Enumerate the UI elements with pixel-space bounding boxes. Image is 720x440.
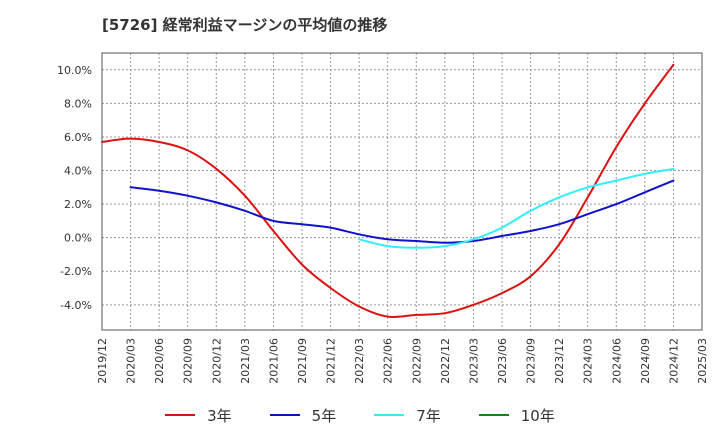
y-tick-label: -4.0%: [60, 299, 92, 312]
series-line-1: [129, 179, 675, 244]
y-tick-label: 4.0%: [64, 165, 92, 178]
y-tick-label: -2.0%: [60, 265, 92, 278]
x-tick-label: 2023/06: [496, 338, 509, 384]
legend-label-10y: 10年: [520, 406, 555, 425]
legend-label-5y: 5年: [311, 406, 337, 425]
x-tick-label: 2023/09: [525, 338, 538, 384]
x-tick-label: 2022/09: [410, 338, 423, 384]
legend-item-5y: 5年: [269, 405, 337, 426]
x-tick-label: 2019/12: [96, 338, 109, 384]
legend-line-10y: [478, 414, 509, 416]
x-tick-label: 2022/12: [439, 338, 452, 384]
legend-line-3y: [165, 414, 196, 416]
legend: 3年 5年 7年 10年: [0, 402, 720, 428]
x-tick-label: 2024/06: [610, 338, 623, 384]
x-tick-label: 2021/06: [267, 338, 280, 384]
y-tick-label: 6.0%: [64, 131, 92, 144]
chart-title: [5726] 経常利益マージンの平均値の推移: [102, 16, 388, 34]
x-tick-label: 2021/03: [239, 338, 252, 384]
plot-frame: [101, 52, 703, 331]
x-tick-label: 2020/12: [210, 338, 223, 384]
legend-item-3y: 3年: [165, 405, 232, 426]
x-tick-label: 2021/12: [325, 338, 338, 384]
x-tick-label: 2024/12: [667, 338, 680, 384]
legend-item-10y: 10年: [478, 405, 555, 426]
y-tick-label: 0.0%: [64, 232, 92, 245]
legend-line-7y: [374, 414, 405, 416]
legend-label-3y: 3年: [207, 406, 232, 425]
series-line-2: [358, 167, 675, 249]
series-line-0: [101, 63, 675, 319]
x-tick-label: 2024/09: [639, 338, 652, 384]
legend-line-5y: [269, 414, 300, 416]
y-tick-label: 2.0%: [64, 198, 92, 211]
legend-label-7y: 7年: [416, 406, 441, 425]
x-tick-label: 2020/03: [125, 338, 138, 384]
x-tick-label: 2021/09: [296, 338, 309, 384]
x-tick-label: 2025/03: [696, 338, 709, 384]
x-tick-label: 2022/03: [353, 338, 366, 384]
x-tick-label: 2022/06: [382, 338, 395, 384]
x-tick-label: 2023/03: [467, 338, 480, 384]
legend-item-7y: 7年: [374, 405, 441, 426]
y-tick-label: 10.0%: [57, 64, 92, 77]
y-tick-label: 8.0%: [64, 97, 92, 110]
x-tick-label: 2024/03: [582, 338, 595, 384]
x-tick-label: 2020/06: [153, 338, 166, 384]
x-tick-label: 2023/12: [553, 338, 566, 384]
x-tick-label: 2020/09: [182, 338, 195, 384]
